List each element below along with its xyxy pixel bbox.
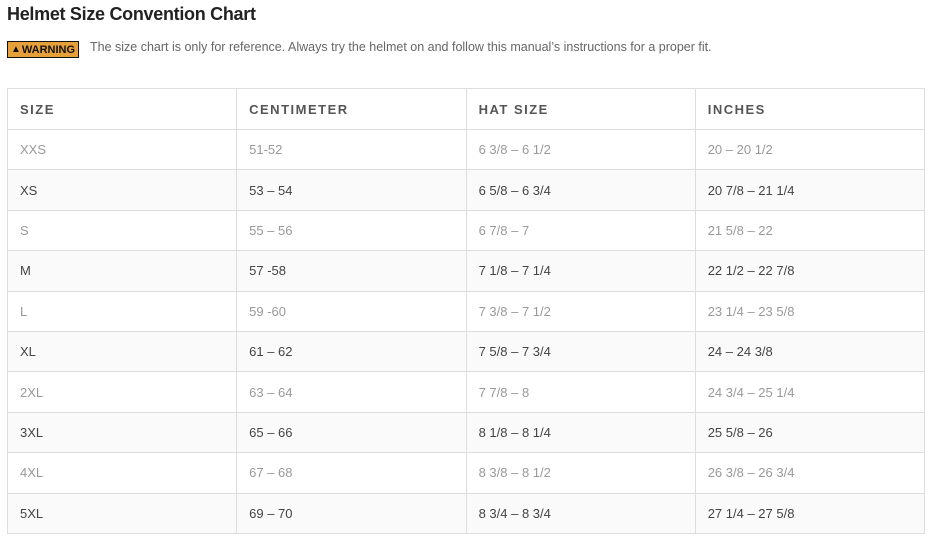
table-row: L 59 -60 7 3/8 – 7 1/2 23 1/4 – 23 5/8 xyxy=(6,290,926,332)
cell-inches: 24 – 24 3/8 xyxy=(694,330,926,373)
page-title: Helmet Size Convention Chart xyxy=(7,4,256,24)
warning-text: The size chart is only for reference. Al… xyxy=(90,40,712,54)
table-row: M 57 -58 7 1/8 – 7 1/4 22 1/2 – 22 7/8 xyxy=(6,250,926,292)
cell-hat-size: 8 3/8 – 8 1/2 xyxy=(465,452,696,494)
cell-size: 5XL xyxy=(6,492,238,534)
warning-badge: ▲ WARNING xyxy=(7,41,79,58)
table-row: 3XL 65 – 66 8 1/8 – 8 1/4 25 5/8 – 26 xyxy=(6,411,926,454)
cell-size: M xyxy=(6,250,238,292)
cell-hat-size: 7 3/8 – 7 1/2 xyxy=(465,290,696,332)
cell-centimeter: 51-52 xyxy=(236,128,467,171)
cell-inches: 25 5/8 – 26 xyxy=(694,411,926,454)
cell-hat-size: 6 3/8 – 6 1/2 xyxy=(465,128,696,171)
cell-inches: 23 1/4 – 23 5/8 xyxy=(694,290,926,332)
header-hat-size: HAT SIZE xyxy=(465,88,696,130)
cell-hat-size: 7 5/8 – 7 3/4 xyxy=(465,330,696,373)
table-row: 4XL 67 – 68 8 3/8 – 8 1/2 26 3/8 – 26 3/4 xyxy=(6,452,926,494)
cell-centimeter: 61 – 62 xyxy=(236,330,467,373)
cell-inches: 20 7/8 – 21 1/4 xyxy=(694,169,926,211)
cell-size: L xyxy=(6,290,238,332)
cell-centimeter: 55 – 56 xyxy=(236,209,467,252)
cell-size: XXS xyxy=(6,128,238,171)
size-table: SIZE CENTIMETER HAT SIZE INCHES XXS 51-52… xyxy=(6,88,926,534)
cell-inches: 26 3/8 – 26 3/4 xyxy=(694,452,926,494)
cell-hat-size: 6 7/8 – 7 xyxy=(465,209,696,252)
cell-size: S xyxy=(6,209,238,252)
cell-centimeter: 53 – 54 xyxy=(236,169,467,211)
table-row: 2XL 63 – 64 7 7/8 – 8 24 3/4 – 25 1/4 xyxy=(6,371,926,413)
cell-centimeter: 67 – 68 xyxy=(236,452,467,494)
table-row: S 55 – 56 6 7/8 – 7 21 5/8 – 22 xyxy=(6,209,926,252)
header-size: SIZE xyxy=(6,88,238,130)
cell-hat-size: 7 1/8 – 7 1/4 xyxy=(465,250,696,292)
cell-hat-size: 6 5/8 – 6 3/4 xyxy=(465,169,696,211)
table-row: XL 61 – 62 7 5/8 – 7 3/4 24 – 24 3/8 xyxy=(6,330,926,373)
table-row: XXS 51-52 6 3/8 – 6 1/2 20 – 20 1/2 xyxy=(6,128,926,171)
table-row: 5XL 69 – 70 8 3/4 – 8 3/4 27 1/4 – 27 5/8 xyxy=(6,492,926,534)
cell-size: 3XL xyxy=(6,411,238,454)
cell-inches: 21 5/8 – 22 xyxy=(694,209,926,252)
cell-size: XL xyxy=(6,330,238,373)
cell-centimeter: 57 -58 xyxy=(236,250,467,292)
cell-hat-size: 8 3/4 – 8 3/4 xyxy=(465,492,696,534)
cell-centimeter: 65 – 66 xyxy=(236,411,467,454)
header-inches: INCHES xyxy=(694,88,926,130)
table-header-row: SIZE CENTIMETER HAT SIZE INCHES xyxy=(6,88,926,130)
cell-inches: 22 1/2 – 22 7/8 xyxy=(694,250,926,292)
cell-size: 2XL xyxy=(6,371,238,413)
cell-centimeter: 63 – 64 xyxy=(236,371,467,413)
cell-size: 4XL xyxy=(6,452,238,494)
warning-triangle-icon: ▲ xyxy=(10,44,21,55)
cell-inches: 24 3/4 – 25 1/4 xyxy=(694,371,926,413)
header-centimeter: CENTIMETER xyxy=(236,88,467,130)
cell-centimeter: 69 – 70 xyxy=(236,492,467,534)
cell-size: XS xyxy=(6,169,238,211)
cell-hat-size: 7 7/8 – 8 xyxy=(465,371,696,413)
cell-centimeter: 59 -60 xyxy=(236,290,467,332)
cell-hat-size: 8 1/8 – 8 1/4 xyxy=(465,411,696,454)
cell-inches: 27 1/4 – 27 5/8 xyxy=(694,492,926,534)
cell-inches: 20 – 20 1/2 xyxy=(694,128,926,171)
warning-badge-label: WARNING xyxy=(21,43,76,56)
table-row: XS 53 – 54 6 5/8 – 6 3/4 20 7/8 – 21 1/4 xyxy=(6,169,926,211)
